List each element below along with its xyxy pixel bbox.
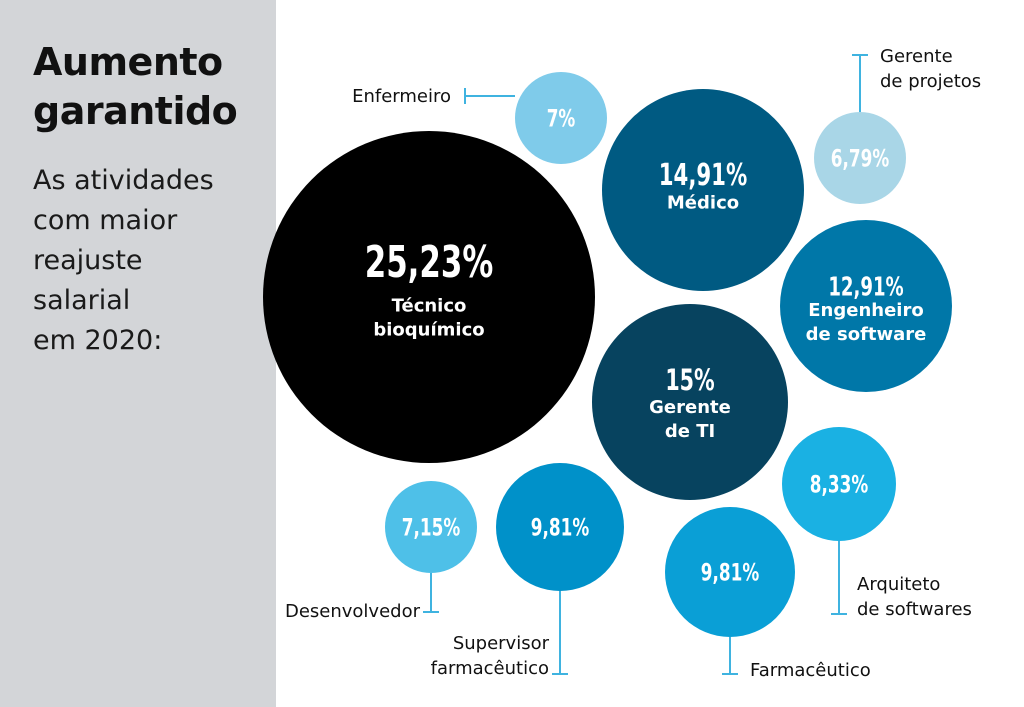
category-label-medico-1: Médico [667,193,739,214]
bubble-circle-engenheiro-de-software [780,220,952,392]
category-label-desenvolvedor-1: Desenvolvedor [285,601,421,622]
page-title: Aumento garantido [33,38,238,136]
category-label-gerente-de-ti-2: de TI [665,421,715,442]
category-label-supervisor-farmaceutico-1: Supervisor [453,633,550,654]
category-label-gerente-de-projetos-1: Gerente [880,46,953,67]
category-label-tecnico-bioquimico-1: Técnico [392,295,467,316]
value-label-medico: 14,91% [659,158,748,193]
bubble-circle-gerente-de-projetos [814,112,906,204]
category-label-farmaceutico-1: Farmacêutico [750,660,871,681]
bubble-gerente-de-ti: 15%Gerente de TI [592,304,788,500]
category-label-arquiteto-de-softwares-2: de softwares [857,599,972,620]
subtitle-line-5: em 2020: [33,325,163,356]
value-label-desenvolvedor: 7,15% [402,514,460,542]
bubble-circle-arquiteto-de-softwares [782,427,896,541]
bubble-enfermeiro: 7% Enfermeiro [352,72,607,164]
subtitle-line-3: reajuste [33,245,143,276]
subtitle-line-4: salarial [33,285,131,316]
category-label-supervisor-farmaceutico-2: farmacêutico [431,658,549,679]
bubble-medico: 14,91%Médico [602,89,804,291]
value-label-farmaceutico: 9,81% [701,559,759,587]
category-label-tecnico-bioquimico-2: bioquímico [373,319,484,340]
value-label-gerente-de-projetos: 6,79% [831,145,889,173]
bubble-supervisor-farmaceutico: 9,81% Supervisor farmacêutico [431,463,624,679]
bubble-circle-tecnico-bioquimico [263,131,595,463]
value-label-tecnico-bioquimico: 25,23% [365,237,494,288]
bubble-tecnico-bioquimico: 25,23% Técnico bioquímico [263,131,595,463]
category-label-enfermeiro-1: Enfermeiro [352,86,451,107]
subtitle-line-1: As atividades [33,165,214,196]
category-label-arquiteto-de-softwares-1: Arquiteto [857,574,940,595]
value-label-enfermeiro: 7% [547,105,576,133]
subtitle-line-2: com maior [33,205,178,236]
title-line-1: Aumento [33,40,223,84]
value-label-arquiteto-de-softwares: 8,33% [810,471,868,499]
value-label-engenheiro-de-software: 12,91% [828,273,904,302]
bubble-gerente-de-projetos: 6,79% Gerente de projetos [814,46,981,204]
bubble-circle-farmaceutico [665,507,795,637]
bubble-farmaceutico: 9,81% Farmacêutico [665,507,871,681]
bubble-circle-supervisor-farmaceutico [496,463,624,591]
bubble-circle-medico [602,89,804,291]
value-label-gerente-de-ti: 15% [665,365,715,398]
page-subtitle: As atividades com maior reajuste salaria… [33,161,214,361]
title-line-2: garantido [33,89,238,133]
bubble-circle-desenvolvedor [385,481,477,573]
bubble-engenheiro-de-software: 12,91%Engenheiro de software [780,220,952,392]
bubble-circle-gerente-de-ti [592,304,788,500]
bubble-circle-enfermeiro [515,72,607,164]
category-label-engenheiro-de-software-2: de software [806,324,927,345]
category-label-gerente-de-projetos-2: de projetos [880,71,981,92]
category-label-engenheiro-de-software-1: Engenheiro [808,300,923,321]
value-label-supervisor-farmaceutico: 9,81% [531,514,589,542]
category-label-gerente-de-ti-1: Gerente [649,397,731,418]
bubble-arquiteto-de-softwares: 8,33% Arquiteto de softwares [782,427,972,620]
bubble-desenvolvedor: 7,15% Desenvolvedor [285,481,477,622]
sidebar-panel [0,0,276,707]
